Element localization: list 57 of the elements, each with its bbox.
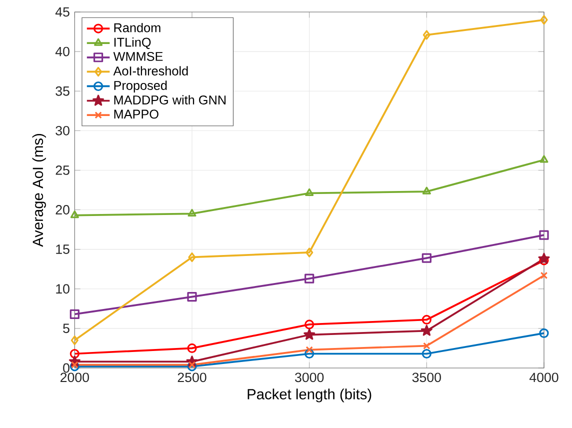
y-tick-label: 30 bbox=[56, 126, 70, 136]
y-tick-label: 15 bbox=[56, 244, 70, 254]
legend-label: Proposed bbox=[114, 80, 167, 92]
point bbox=[540, 155, 548, 163]
point bbox=[420, 324, 432, 336]
point bbox=[71, 361, 78, 368]
point bbox=[422, 186, 431, 194]
point bbox=[539, 230, 549, 240]
point bbox=[187, 292, 197, 302]
point bbox=[304, 320, 314, 330]
y-tick-label: 40 bbox=[55, 46, 70, 56]
point bbox=[423, 342, 430, 350]
y-tick-label: 25 bbox=[56, 166, 70, 175]
point bbox=[70, 348, 80, 359]
point bbox=[538, 252, 550, 264]
point bbox=[304, 328, 316, 340]
legend-label: AoI-threshold bbox=[113, 66, 188, 76]
legend-label: MAPPO bbox=[114, 110, 158, 119]
y-tick-label: 0 bbox=[63, 363, 70, 373]
x-tick-label: 3500 bbox=[412, 372, 441, 382]
y-tick-label: 5 bbox=[63, 324, 70, 334]
point bbox=[188, 361, 196, 368]
y-tick-label: 35 bbox=[56, 86, 70, 96]
y-axis-title: Average AoI (ms) bbox=[32, 134, 46, 247]
y-tick-label: 20 bbox=[56, 205, 70, 214]
point bbox=[422, 30, 430, 40]
x-tick-label: 4000 bbox=[529, 372, 558, 382]
point bbox=[304, 348, 314, 359]
point bbox=[422, 253, 432, 263]
point bbox=[539, 328, 549, 338]
point bbox=[188, 252, 196, 262]
legend-label: ITLinQ bbox=[114, 37, 151, 50]
x-axis-title: Packet length (bits) bbox=[248, 388, 372, 402]
point bbox=[188, 208, 196, 217]
x-tick-label: 2000 bbox=[60, 372, 89, 382]
point bbox=[304, 274, 314, 284]
point bbox=[540, 15, 548, 25]
point bbox=[539, 256, 549, 266]
x-tick-label: 3000 bbox=[295, 372, 324, 382]
point bbox=[70, 362, 80, 372]
point bbox=[70, 335, 78, 346]
legend-label: Random bbox=[114, 22, 160, 32]
legend-label: MADDPG with GNN bbox=[114, 95, 226, 104]
point bbox=[306, 346, 313, 354]
point bbox=[422, 348, 432, 359]
point bbox=[187, 362, 197, 372]
point bbox=[70, 309, 80, 319]
point bbox=[70, 210, 79, 218]
point bbox=[306, 248, 314, 258]
legend-label: WMMSE bbox=[113, 52, 163, 61]
point bbox=[187, 343, 197, 354]
point bbox=[540, 272, 548, 280]
y-tick-label: 10 bbox=[56, 284, 70, 294]
x-tick-label: 2500 bbox=[178, 372, 206, 382]
y-tick-label: 45 bbox=[55, 7, 70, 17]
point bbox=[305, 188, 314, 196]
point bbox=[422, 314, 432, 325]
